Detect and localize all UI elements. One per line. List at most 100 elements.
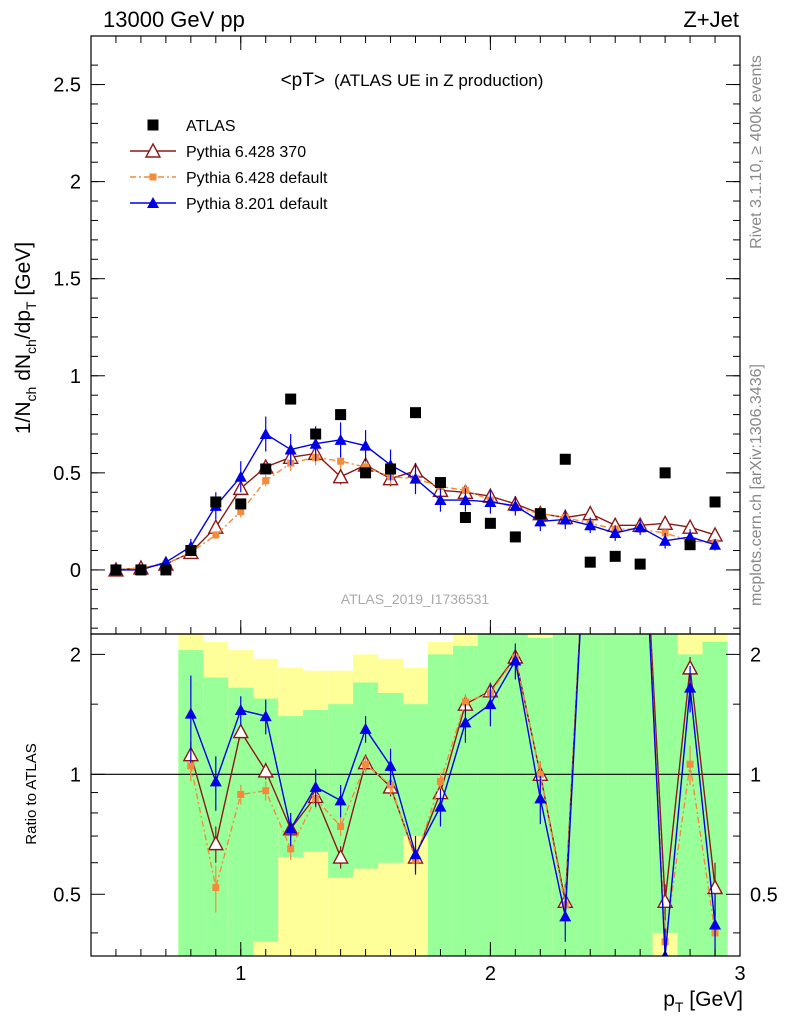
point-p8_def-6	[259, 428, 272, 440]
point-p6_def-4	[212, 531, 220, 539]
point-atlas-7	[285, 393, 297, 405]
ratio-point-p8_def-2	[234, 704, 247, 716]
analysis-watermark: ATLAS_2019_I1736531	[341, 591, 490, 607]
ratio-line-p6_370	[190, 634, 716, 902]
point-atlas-5	[235, 498, 247, 510]
x-tick-label-2: 2	[485, 963, 496, 985]
point-atlas-9	[335, 409, 347, 421]
ratio-point-p8_def-11	[459, 716, 472, 728]
y-tick-label-0: 0	[70, 560, 81, 582]
point-p8_def-21	[634, 521, 647, 533]
ratio-point-p6_def-6	[337, 822, 345, 830]
legend-marker-p6_370	[144, 142, 162, 158]
point-atlas-19	[584, 556, 596, 568]
ratio-y-tick-label-right-2: 2	[750, 644, 761, 666]
point-atlas-21	[634, 558, 646, 570]
point-p8_def-8	[309, 437, 322, 449]
point-p8_def-17	[534, 515, 547, 527]
point-p8_def-15	[484, 495, 497, 507]
title-main: <pT>	[281, 70, 325, 91]
ratio-band-green-11	[452, 645, 478, 956]
ratio-band-green-16	[577, 634, 603, 956]
point-atlas-6	[260, 463, 272, 475]
ratio-point-p8_def-8	[384, 759, 397, 771]
point-atlas-12	[410, 407, 421, 419]
point-p8_def-14	[459, 494, 472, 506]
ratio-point-p8_def-14	[534, 792, 547, 804]
ratio-point-p8_def-4	[284, 822, 297, 834]
point-p8_def-10	[359, 439, 372, 451]
y-tick-label-2.5: 2.5	[53, 75, 81, 97]
axis-ticks: 1 2 3 0 0.5 1 1.5 2 2.5 0.5 0.5 1 1 2 2	[53, 36, 778, 985]
point-p6_def-6	[262, 477, 270, 485]
ratio-point-p6_def-10	[436, 777, 444, 785]
ratio-point-p6_def-2	[237, 790, 245, 798]
ratio-band-green-9	[403, 704, 428, 837]
legend-marker-p6_def	[149, 173, 157, 181]
legend-label-p8_def: Pythia 8.201 default	[186, 196, 328, 213]
plot-title: <pT> (ATLAS UE in Z production)	[281, 70, 544, 91]
ratio-point-p6_def-14	[536, 770, 544, 778]
main-series	[107, 393, 724, 577]
point-p8_def-2	[159, 556, 172, 568]
ratio-point-p6_370-2	[232, 723, 249, 739]
ratio-band-green-1	[203, 677, 229, 956]
point-p6_def-9	[337, 457, 345, 465]
ratio-uncertainty-bands	[178, 634, 728, 956]
y-tick-label-2: 2	[70, 172, 81, 194]
ratio-line-p6_def	[190, 634, 716, 942]
ratio-line-p8_def	[190, 634, 716, 956]
point-atlas-17	[534, 508, 546, 520]
ratio-point-p8_def-5	[309, 780, 322, 792]
ratio-point-p8_def-21	[709, 918, 722, 930]
point-atlas-15	[484, 517, 496, 529]
point-p6_370-22	[656, 514, 674, 531]
ratio-point-p8_def-10	[434, 800, 447, 812]
ratio-point-p6_370-3	[257, 762, 274, 778]
point-atlas-18	[559, 453, 571, 465]
point-atlas-10	[360, 467, 372, 479]
point-p6_def-5	[237, 508, 245, 516]
ratio-band-green-12	[477, 634, 503, 956]
point-p8_def-13	[434, 494, 447, 506]
x-tick-label-1: 1	[235, 963, 246, 985]
header-left: 13000 GeV pp	[103, 7, 245, 32]
point-p8_def-20	[609, 527, 622, 539]
ratio-point-p6_370-6	[332, 848, 349, 864]
y-tick-label-1.5: 1.5	[53, 269, 81, 291]
ratio-point-p6_def-3	[262, 787, 270, 795]
ratio-y-tick-label-0.5: 0.5	[53, 884, 81, 906]
ratio-point-p8_def-3	[259, 710, 272, 722]
legend-marker-p8_def	[147, 197, 159, 208]
ratio-point-p8_def-0	[184, 707, 197, 719]
ratio-series	[91, 634, 740, 956]
point-atlas-22	[659, 467, 671, 479]
legend-label-p6_370: Pythia 6.428 370	[186, 144, 306, 161]
point-atlas-13	[434, 477, 446, 489]
ratio-y-tick-label-2: 2	[70, 644, 81, 666]
rivet-label: Rivet 3.1.10, ≥ 400k events	[748, 55, 765, 249]
point-atlas-4	[210, 496, 222, 508]
ratio-point-p6_def-11	[461, 698, 469, 706]
legend-marker-atlas	[147, 119, 159, 131]
point-p8_def-5	[234, 470, 247, 482]
point-atlas-11	[385, 463, 397, 475]
point-atlas-16	[509, 531, 521, 543]
legend-label-p6_def: Pythia 6.428 default	[186, 170, 328, 187]
point-p8_def-7	[284, 443, 297, 455]
ratio-point-p6_def-0	[187, 762, 195, 770]
point-atlas-20	[609, 550, 621, 562]
ratio-point-p6_def-20	[686, 760, 694, 768]
ratio-band-green-17	[602, 634, 628, 956]
point-p8_def-19	[584, 519, 597, 531]
ratio-point-p8_def-13	[509, 654, 522, 666]
point-atlas-0	[110, 564, 122, 576]
ratio-point-p8_def-6	[334, 794, 347, 806]
ratio-point-p8_def-7	[359, 722, 372, 734]
point-p8_def-12	[409, 472, 422, 484]
ratio-point-p6_370-19	[656, 892, 674, 909]
header-right: Z+Jet	[683, 7, 739, 32]
ratio-point-p8_def-1	[209, 775, 222, 787]
point-p8_def-18	[559, 513, 572, 525]
ratio-band-green-13	[502, 634, 528, 956]
